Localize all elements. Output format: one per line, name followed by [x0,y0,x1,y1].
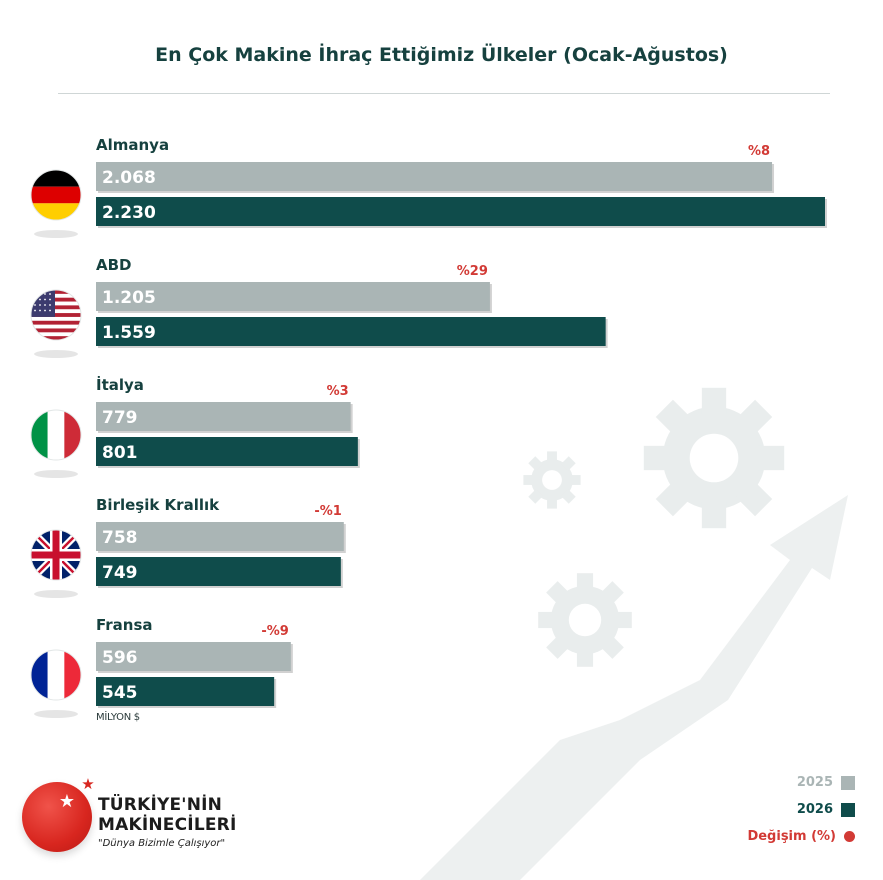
country-group: ABD 1.205 1.559 %29 [30,256,608,358]
country-label: Fransa [96,616,153,634]
legend-change: Değişim (%) [747,829,855,844]
bar-2026 [96,437,358,466]
logo-accent-star-icon: ★ [81,775,95,793]
value-label-2026: 2.230 [102,203,156,223]
logo-text-line2: MAKİNECİLERİ [98,815,237,835]
change-label: -%9 [261,624,288,639]
country-group: İtalya 779 801 %3 [30,375,360,478]
legend-2026: 2026 [797,802,855,817]
change-label: -%1 [314,504,341,519]
logo-star-icon: ★ [58,791,76,812]
bar-2025 [96,522,344,551]
growth-arrow-icon [420,495,848,880]
usa-flag-icon [30,289,82,341]
value-label-2026: 749 [102,563,138,583]
flag-shadow [34,230,78,238]
uk-flag-icon [30,529,82,581]
bar-2026 [96,677,275,706]
value-label-2026: 1.559 [102,323,156,343]
bar-2025 [96,402,351,431]
value-label-2025: 596 [102,648,138,668]
chart-title: En Çok Makine İhraç Ettiğimiz Ülkeler (O… [155,44,728,66]
value-label-2025: 779 [102,408,138,428]
flag-shadow [34,710,78,718]
change-label: %3 [327,384,349,399]
flag-shadow [34,350,78,358]
country-group: Almanya 2.068 2.230 %8 [30,136,827,238]
change-label: %29 [457,264,488,279]
germany-flag-icon [30,169,82,221]
value-label-2026: 545 [102,683,138,703]
italy-flag-icon [30,409,82,461]
bar-2025 [96,282,490,311]
value-label-2026: 801 [102,443,138,463]
logo-text-line1: TÜRKİYE'NİN [98,795,223,815]
legend-2025-swatch [841,775,855,790]
change-label: %8 [748,144,770,159]
legend-2026-label: 2026 [796,802,833,817]
value-label-2025: 758 [102,528,138,548]
legend-2026-swatch [841,802,855,817]
country-group: Birleşik Krallık 758 749 -%1 [30,496,346,598]
country-label: ABD [96,256,132,274]
country-label: Almanya [96,136,169,154]
legend-change-label: Değişim (%) [747,829,836,844]
legend-change-dot [844,831,855,842]
legend-2025-label: 2025 [796,775,833,790]
bar-2026 [96,557,341,586]
flag-shadow [34,470,78,478]
title-divider [58,93,830,94]
logo-slogan: "Dünya Bizimle Çalışıyor" [98,838,226,849]
value-label-2025: 1.205 [102,288,156,308]
france-flag-icon [30,649,82,701]
flag-shadow [34,590,78,598]
unit-label: MİLYON $ [96,712,140,723]
bar-2025 [96,162,773,191]
country-label: İtalya [96,375,144,394]
value-label-2025: 2.068 [102,168,156,188]
country-group: Fransa 596 545 -%9 [30,616,293,718]
country-label: Birleşik Krallık [96,496,220,514]
logo-circle [22,782,92,852]
bar-2025 [96,642,291,671]
bar-2026 [96,317,606,346]
bar-2026 [96,197,825,226]
legend-2025: 2025 [797,775,855,790]
